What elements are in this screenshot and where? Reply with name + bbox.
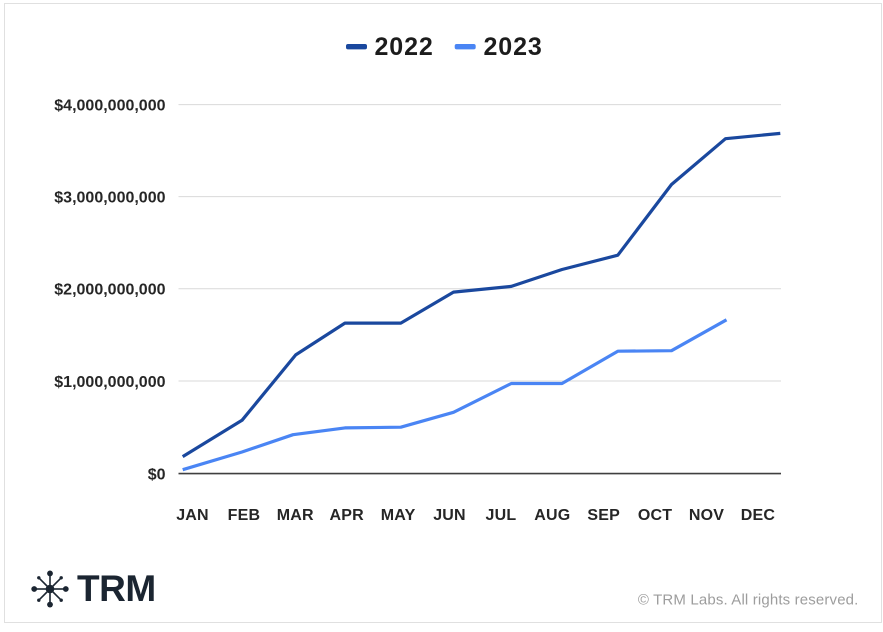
svg-text:APR: APR [330, 507, 365, 524]
svg-text:MAY: MAY [381, 507, 416, 524]
svg-text:2022: 2022 [375, 33, 434, 61]
svg-text:© TRM Labs. All rights reserve: © TRM Labs. All rights reserved. [638, 592, 859, 609]
svg-text:JUL: JUL [485, 507, 516, 524]
svg-text:DEC: DEC [741, 507, 776, 524]
svg-text:MAR: MAR [277, 507, 314, 524]
svg-text:OCT: OCT [638, 507, 672, 524]
svg-text:AUG: AUG [534, 507, 570, 524]
svg-text:$1,000,000,000: $1,000,000,000 [54, 374, 165, 391]
svg-text:$4,000,000,000: $4,000,000,000 [54, 97, 165, 114]
svg-text:FEB: FEB [228, 507, 261, 524]
svg-text:$2,000,000,000: $2,000,000,000 [54, 282, 165, 299]
svg-text:$3,000,000,000: $3,000,000,000 [54, 189, 165, 206]
svg-text:JUN: JUN [433, 507, 466, 524]
svg-text:TRM: TRM [77, 568, 156, 609]
svg-text:NOV: NOV [689, 507, 724, 524]
svg-text:SEP: SEP [587, 507, 620, 524]
svg-text:JAN: JAN [176, 507, 209, 524]
svg-text:2023: 2023 [484, 33, 543, 61]
svg-text:$0: $0 [148, 466, 166, 483]
